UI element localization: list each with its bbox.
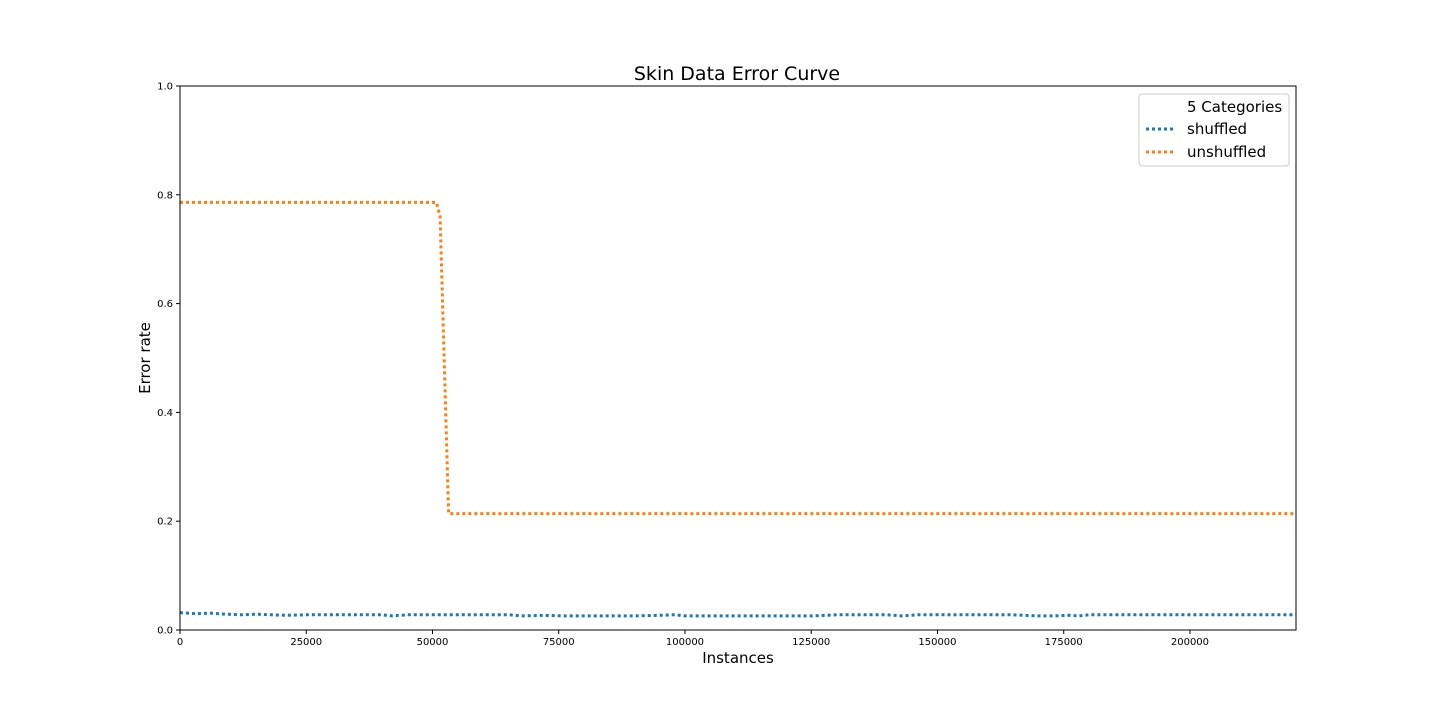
x-axis-label: Instances bbox=[702, 649, 774, 667]
y-tick-label: 0.0 bbox=[157, 626, 173, 637]
y-tick-label: 0.8 bbox=[157, 190, 173, 201]
x-tick-label: 100000 bbox=[666, 637, 704, 648]
plot-area bbox=[179, 85, 1297, 631]
x-tick-label: 25000 bbox=[290, 637, 322, 648]
y-axis-label: Error rate bbox=[136, 322, 154, 394]
legend-label-unshuffled: unshuffled bbox=[1187, 143, 1266, 161]
series-layer bbox=[179, 200, 1296, 618]
x-tick-label: 150000 bbox=[918, 637, 956, 648]
x-tick-label: 175000 bbox=[1045, 637, 1083, 648]
chart-title: Skin Data Error Curve bbox=[634, 63, 840, 85]
x-tick-label: 125000 bbox=[792, 637, 830, 648]
series-line-shuffled bbox=[179, 611, 1296, 618]
series-line-unshuffled bbox=[180, 200, 1296, 516]
x-tick-label: 50000 bbox=[417, 637, 449, 648]
x-tick-label: 200000 bbox=[1171, 637, 1209, 648]
y-tick-label: 0.6 bbox=[157, 299, 173, 310]
legend-title: 5 Categories bbox=[1187, 98, 1282, 116]
legend-label-shuffled: shuffled bbox=[1187, 120, 1247, 138]
x-tick-label: 75000 bbox=[543, 637, 575, 648]
y-axis: 0.0 0.2 0.4 0.6 0.8 1.0 bbox=[157, 82, 180, 637]
y-tick-label: 1.0 bbox=[157, 82, 173, 93]
x-tick-label: 0 bbox=[177, 637, 183, 648]
x-axis: 0 25000 50000 75000 100000 125000 150000 175000… bbox=[177, 630, 1209, 648]
legend-box bbox=[1138, 93, 1290, 167]
y-tick-label: 0.2 bbox=[157, 517, 173, 528]
y-tick-label: 0.4 bbox=[157, 408, 173, 419]
legend: 5 Categories shuffled unshuffled bbox=[1138, 93, 1290, 167]
axes-frame bbox=[179, 85, 1297, 631]
